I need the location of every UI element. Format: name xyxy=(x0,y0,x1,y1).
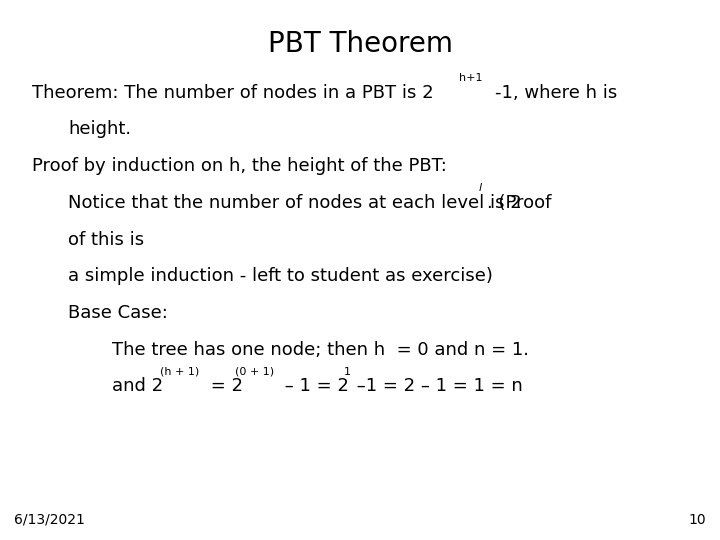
Text: of this is: of this is xyxy=(68,231,145,248)
Text: – 1 = 2: – 1 = 2 xyxy=(279,377,349,395)
Text: -1, where h is: -1, where h is xyxy=(495,84,618,102)
Text: Notice that the number of nodes at each level is 2: Notice that the number of nodes at each … xyxy=(68,194,522,212)
Text: height.: height. xyxy=(68,120,132,138)
Text: h+1: h+1 xyxy=(459,73,483,83)
Text: The tree has one node; then h  = 0 and n = 1.: The tree has one node; then h = 0 and n … xyxy=(112,341,528,359)
Text: Theorem: The number of nodes in a PBT is 2: Theorem: The number of nodes in a PBT is… xyxy=(32,84,434,102)
Text: and 2: and 2 xyxy=(112,377,163,395)
Text: 1: 1 xyxy=(343,367,351,377)
Text: = 2: = 2 xyxy=(205,377,243,395)
Text: (h + 1): (h + 1) xyxy=(160,367,199,377)
Text: –1 = 2 – 1 = 1 = n: –1 = 2 – 1 = 1 = n xyxy=(351,377,523,395)
Text: (0 + 1): (0 + 1) xyxy=(235,367,274,377)
Text: PBT Theorem: PBT Theorem xyxy=(268,30,452,58)
Text: a simple induction - left to student as exercise): a simple induction - left to student as … xyxy=(68,267,493,285)
Text: 10: 10 xyxy=(688,512,706,526)
Text: Base Case:: Base Case: xyxy=(68,304,168,322)
Text: . (Proof: . (Proof xyxy=(487,194,552,212)
Text: 6/13/2021: 6/13/2021 xyxy=(14,512,85,526)
Text: Proof by induction on h, the height of the PBT:: Proof by induction on h, the height of t… xyxy=(32,157,447,175)
Text: l: l xyxy=(479,183,482,193)
